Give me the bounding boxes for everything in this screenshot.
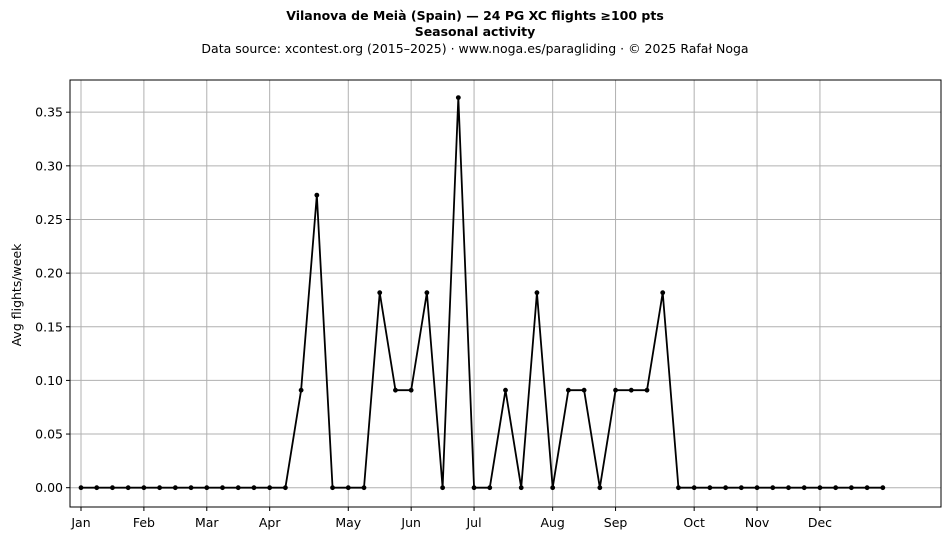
data-point	[424, 290, 430, 296]
data-point	[204, 485, 210, 491]
x-tick-label: Jun	[400, 515, 421, 530]
data-point	[440, 485, 446, 491]
data-point	[550, 485, 556, 491]
y-axis-label: Avg flights/week	[9, 243, 24, 347]
data-point	[377, 290, 383, 296]
y-tick-label: 0.10	[35, 373, 63, 388]
data-series	[78, 95, 886, 491]
x-tick-label: May	[335, 515, 361, 530]
data-point	[848, 485, 854, 491]
data-point	[455, 95, 461, 100]
data-point	[110, 485, 115, 491]
data-point	[723, 485, 729, 491]
data-point	[503, 387, 508, 393]
data-point	[471, 485, 477, 491]
x-axis: Jan Feb Mar Apr May Jun Jul Aug Sep Oct Nov Dec	[70, 507, 832, 530]
data-point	[220, 485, 225, 491]
data-point	[880, 485, 886, 491]
data-point	[644, 387, 650, 393]
data-point	[597, 485, 603, 491]
data-point	[345, 485, 351, 491]
data-point	[628, 387, 634, 393]
data-point	[408, 387, 414, 393]
data-point	[298, 387, 304, 393]
data-point	[235, 485, 241, 491]
y-tick-label: 0.25	[35, 212, 63, 227]
y-tick-label: 0.15	[35, 319, 63, 334]
data-point	[172, 485, 178, 491]
y-axis: 0.00 0.05 0.10 0.15 0.20 0.25 0.30 0.35	[35, 105, 70, 495]
y-tick-label: 0.35	[35, 105, 63, 120]
data-point	[141, 485, 147, 491]
x-tick-label: Sep	[604, 515, 628, 530]
data-point	[738, 485, 744, 491]
chart-source: Data source: xcontest.org (2015–2025) · …	[201, 41, 749, 56]
data-point	[267, 485, 273, 491]
x-tick-label: Jan	[70, 515, 90, 530]
x-tick-label: Jul	[466, 515, 482, 530]
data-point	[157, 485, 163, 491]
data-point	[565, 387, 571, 393]
data-point	[188, 485, 194, 491]
data-point	[754, 485, 760, 491]
data-point	[801, 485, 807, 491]
data-point	[518, 485, 524, 491]
data-point	[864, 485, 870, 491]
series-line	[81, 96, 883, 489]
data-point	[676, 485, 681, 491]
y-tick-label: 0.30	[35, 158, 63, 173]
data-point	[282, 485, 288, 491]
data-point	[330, 485, 335, 491]
data-point	[691, 485, 697, 491]
data-point	[707, 485, 713, 491]
y-tick-label: 0.00	[35, 480, 63, 495]
chart-title: Vilanova de Meià (Spain) — 24 PG XC flig…	[286, 8, 664, 23]
x-tick-label: Nov	[745, 515, 770, 530]
data-point	[361, 485, 367, 491]
data-point	[613, 387, 618, 393]
data-point	[770, 485, 776, 491]
data-point	[393, 387, 398, 393]
y-tick-label: 0.05	[35, 427, 63, 442]
chart-subtitle: Seasonal activity	[414, 24, 536, 39]
data-point	[534, 290, 540, 296]
data-point	[833, 485, 839, 491]
x-tick-label: Oct	[683, 515, 705, 530]
data-point	[94, 485, 100, 491]
data-point	[786, 485, 791, 491]
x-tick-label: Dec	[808, 515, 832, 530]
plot-frame	[69, 79, 942, 508]
data-point	[487, 485, 493, 491]
data-point	[581, 387, 587, 393]
x-tick-label: Apr	[259, 515, 281, 530]
chart-title-block: Vilanova de Meià (Spain) — 24 PG XC flig…	[0, 8, 950, 58]
data-point	[660, 290, 666, 296]
x-tick-label: Feb	[133, 515, 155, 530]
x-tick-label: Aug	[540, 515, 564, 530]
data-point	[817, 485, 823, 491]
data-point	[314, 192, 320, 198]
grid-lines	[70, 80, 941, 507]
data-point	[251, 485, 257, 491]
y-tick-label: 0.20	[35, 266, 63, 281]
data-point	[78, 485, 84, 491]
x-tick-label: Mar	[195, 515, 219, 530]
data-point	[125, 485, 131, 491]
